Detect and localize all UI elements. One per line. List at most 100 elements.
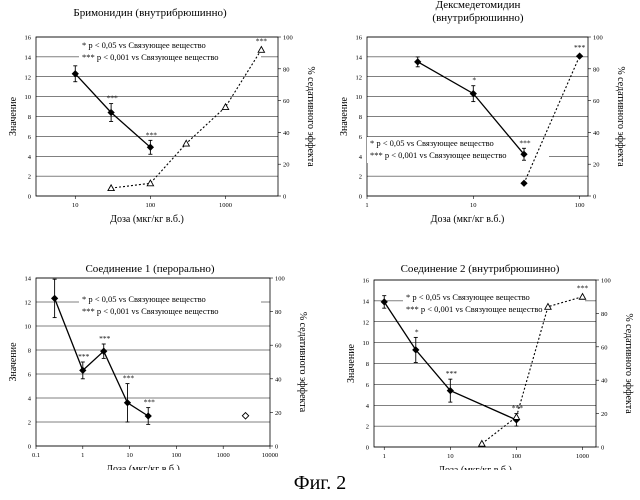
- y-tick-label: 2: [359, 174, 362, 181]
- y-tick-label: 0: [366, 445, 369, 452]
- y-tick-label: 2: [28, 174, 31, 181]
- y-axis-title: Значение: [346, 343, 357, 383]
- y2-tick-label: 100: [283, 35, 293, 42]
- significance-label: ***: [574, 43, 586, 52]
- x-tick-label: 10000: [262, 452, 278, 459]
- data-point: [576, 53, 582, 59]
- y2-tick-label: 20: [283, 162, 290, 169]
- y-tick-label: 10: [25, 324, 32, 331]
- y-tick-label: 8: [366, 361, 369, 368]
- data-point: [51, 295, 57, 301]
- y-tick-label: 2: [366, 424, 369, 431]
- x-tick-label: 0.1: [32, 452, 40, 459]
- legend-triple-star: *** p < 0,001 vs Связующее вещество: [82, 52, 219, 62]
- significance-label: *: [472, 76, 476, 85]
- y2-tick-label: 100: [601, 278, 611, 285]
- significance-label: ***: [519, 138, 531, 147]
- x-tick-label: 10: [126, 452, 133, 459]
- y-axis-title: Значение: [339, 96, 350, 136]
- significance-label: ***: [99, 334, 111, 343]
- y-tick-label: 4: [28, 154, 32, 161]
- x-axis-title: Доза (мкг/кг в.б.): [106, 464, 180, 470]
- x-tick-label: 10: [447, 453, 454, 460]
- chart-panel-4: Соединение 2 (внутрибрюшинно) 0 2 4 6 8 10 12 14…: [346, 263, 634, 470]
- chart-title: (внутрибрюшинно): [432, 12, 524, 24]
- y2-tick-label: 60: [283, 98, 290, 105]
- y2-axis-title: % седативного эффекта: [305, 66, 316, 167]
- significance-label: ***: [577, 284, 589, 293]
- data-point: [222, 104, 228, 110]
- x-tick-label: 1: [365, 202, 368, 209]
- data-point: [521, 180, 527, 186]
- y-tick-label: 14: [356, 54, 363, 61]
- y2-axis-title: % седативного эффекта: [615, 66, 626, 167]
- significance-label: *: [415, 327, 419, 336]
- series-line-2: [111, 50, 261, 188]
- significance-label: ***: [78, 352, 90, 361]
- y-tick-label: 4: [28, 396, 32, 403]
- data-point: [479, 440, 485, 446]
- y-tick-label: 12: [363, 319, 370, 326]
- y2-tick-label: 80: [283, 66, 290, 73]
- data-point: [108, 185, 114, 191]
- x-tick-label: 1: [81, 452, 84, 459]
- y-tick-label: 10: [363, 340, 370, 347]
- significance-label: ***: [446, 369, 458, 378]
- y2-tick-label: 60: [601, 344, 608, 351]
- data-point: [145, 413, 151, 419]
- x-tick-label: 100: [575, 202, 585, 209]
- chart-title: Дексмедетомидин: [436, 0, 521, 11]
- y2-tick-label: 20: [601, 411, 608, 418]
- data-point: [381, 299, 387, 305]
- y-tick-label: 8: [359, 114, 362, 121]
- y-tick-label: 8: [28, 114, 31, 121]
- y-tick-label: 6: [359, 134, 363, 141]
- x-tick-label: 100: [172, 452, 182, 459]
- y-axis-title: Значение: [8, 96, 19, 136]
- y-tick-label: 6: [28, 372, 32, 379]
- series-line-2: [482, 297, 583, 444]
- y2-tick-label: 60: [275, 343, 282, 350]
- y-tick-label: 4: [359, 154, 363, 161]
- data-point: [513, 414, 519, 420]
- x-axis-title: Доза (мкг/кг в.б.): [431, 214, 505, 225]
- y-tick-label: 4: [366, 403, 370, 410]
- x-tick-label: 1000: [217, 452, 230, 459]
- x-tick-label: 1000: [219, 202, 232, 209]
- legend-single-star: * p < 0,05 vs Связующее вещество: [82, 40, 206, 50]
- chart-title: Соединение 2 (внутрибрюшинно): [401, 263, 560, 275]
- x-tick-label: 100: [512, 453, 522, 460]
- y2-tick-label: 40: [601, 378, 608, 385]
- data-point: [147, 180, 153, 186]
- y2-tick-label: 80: [593, 66, 600, 73]
- y-tick-label: 12: [356, 74, 363, 81]
- y2-tick-label: 0: [283, 194, 286, 201]
- y2-tick-label: 40: [593, 130, 600, 137]
- y2-tick-label: 20: [275, 410, 282, 417]
- chart-title: Бримонидин (внутрибрюшинно): [73, 7, 227, 19]
- significance-label: ***: [146, 130, 158, 139]
- legend-triple-star: *** p < 0,001 vs Связующее вещество: [370, 150, 507, 160]
- chart-panel-2: Дексмедетомидин(внутрибрюшинно)024681012…: [339, 0, 626, 225]
- y2-tick-label: 20: [593, 162, 600, 169]
- legend-single-star: * p < 0,05 vs Связующее вещество: [82, 294, 206, 304]
- y2-axis-title: % седативного эффекта: [297, 312, 308, 413]
- y-tick-label: 2: [28, 420, 31, 427]
- y-tick-label: 16: [25, 35, 32, 42]
- x-tick-label: 10: [72, 202, 79, 209]
- x-axis-title: Доза (мкг/кг в.б.): [438, 465, 512, 470]
- y2-tick-label: 0: [593, 194, 596, 201]
- y-tick-label: 6: [366, 382, 370, 389]
- y-tick-label: 10: [25, 94, 32, 101]
- legend-single-star: * p < 0,05 vs Связующее вещество: [406, 292, 530, 302]
- x-tick-label: 10: [470, 202, 477, 209]
- significance-label: ***: [256, 37, 268, 46]
- significance-label: ***: [144, 398, 156, 407]
- y-tick-label: 16: [356, 35, 363, 42]
- y2-tick-label: 80: [275, 309, 282, 316]
- legend-triple-star: *** p < 0,001 vs Связующее вещество: [406, 304, 543, 314]
- x-axis-title: Доза (мкг/кг в.б.): [110, 214, 184, 225]
- y2-tick-label: 60: [593, 98, 600, 105]
- y-tick-label: 8: [28, 348, 31, 355]
- y-tick-label: 14: [363, 298, 370, 305]
